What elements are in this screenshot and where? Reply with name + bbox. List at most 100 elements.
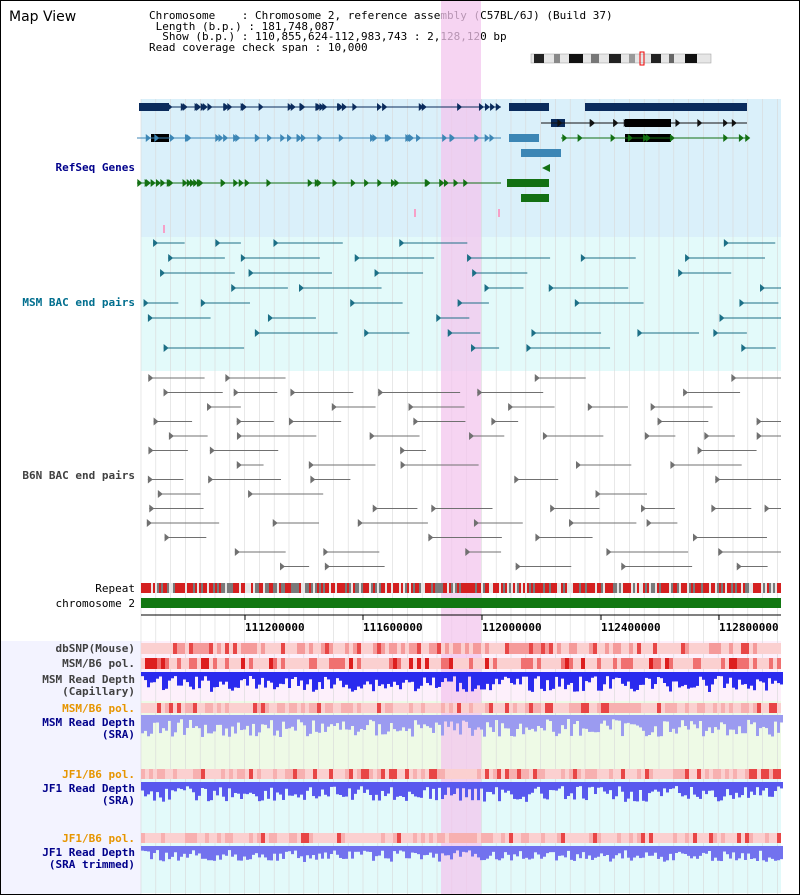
depth-bar (237, 715, 240, 723)
heat-cell (733, 703, 737, 713)
track-label-msm-depth-sra[interactable]: MSM Read Depth (SRA) (1, 717, 135, 741)
repeat-segment (345, 583, 347, 593)
depth-bar (387, 715, 390, 732)
depth-bar (693, 672, 696, 688)
depth-bar (603, 715, 606, 721)
depth-bar (582, 846, 585, 853)
heat-cell (325, 769, 329, 779)
track-label-msm-b6-pol[interactable]: MSM/B6 pol. (62, 657, 135, 670)
repeat-track-bar[interactable] (141, 583, 781, 593)
depth-bar (360, 782, 363, 787)
repeat-segment (507, 583, 509, 593)
depth-bar (621, 672, 624, 684)
heat-cell (345, 658, 349, 669)
repeat-segment (281, 583, 283, 593)
track-label-chromosome[interactable]: chromosome 2 (55, 597, 135, 610)
repeat-segment (385, 583, 387, 593)
depth-bar (162, 715, 165, 729)
repeat-segment (325, 583, 327, 593)
repeat-segment (623, 583, 625, 593)
track-label-jf1-b6-pol[interactable]: JF1/B6 pol. (62, 768, 135, 781)
depth-bar (258, 672, 261, 685)
heat-cell (689, 658, 693, 669)
repeat-segment (463, 583, 465, 593)
repeat-segment (217, 583, 219, 593)
depth-bar (555, 672, 558, 677)
heat-cell (397, 658, 401, 669)
track-label-b6n-bac[interactable]: B6N BAC end pairs (22, 469, 135, 482)
track-label-msm-depth-capillary[interactable]: MSM Read Depth (Capillary) (1, 674, 135, 698)
depth-bar (417, 846, 420, 855)
heat-cell (557, 833, 561, 843)
heat-cell (621, 658, 625, 669)
depth-bar (285, 846, 288, 852)
track-label-msm-bac[interactable]: MSM BAC end pairs (22, 296, 135, 309)
heat-cell (777, 703, 781, 713)
heat-cell (421, 658, 425, 669)
read-depth-tracks[interactable] (141, 672, 783, 862)
track-label-refseq[interactable]: RefSeq Genes (55, 161, 135, 174)
heat-cell (701, 658, 705, 669)
heat-cell (773, 703, 777, 713)
depth-bar (342, 846, 345, 859)
depth-bar (561, 846, 564, 856)
heat-cell (445, 833, 449, 843)
repeat-segment (319, 583, 321, 593)
depth-bar (225, 672, 228, 682)
depth-bar (666, 715, 669, 722)
heat-cell (237, 658, 241, 669)
heat-cell (697, 703, 701, 713)
heat-cell (385, 658, 389, 669)
track-label-dbsnp[interactable]: dbSNP(Mouse) (55, 642, 135, 655)
heat-cell (677, 658, 681, 669)
repeat-segment (339, 583, 341, 593)
depth-bar (531, 715, 534, 729)
heat-cell (757, 703, 761, 713)
heat-cell (253, 769, 257, 779)
heat-cell (377, 833, 381, 843)
chromosome-bar[interactable] (141, 598, 781, 608)
depth-bar (321, 715, 324, 724)
repeat-segment (605, 583, 607, 593)
heat-cell (345, 769, 349, 779)
heat-cell (629, 703, 633, 713)
track-label-repeat[interactable]: Repeat (95, 582, 135, 595)
b6n-bac-pairs[interactable] (146, 374, 781, 571)
depth-bar (504, 672, 507, 677)
refseq-gene-models[interactable] (137, 103, 751, 233)
heat-cell (341, 643, 345, 654)
polymorphism-heat-tracks[interactable] (141, 643, 781, 843)
track-label-jf1-b6-pol-2[interactable]: JF1/B6 pol. (62, 832, 135, 845)
repeat-segment (299, 583, 301, 593)
track-label-msm-b6-pol-2[interactable]: MSM/B6 pol. (62, 702, 135, 715)
heat-cell (241, 658, 245, 669)
repeat-segment (521, 583, 523, 593)
heat-cell (705, 769, 709, 779)
heat-cell (641, 833, 645, 843)
depth-bar (177, 782, 180, 789)
depth-bar (339, 782, 342, 795)
depth-bar (687, 782, 690, 799)
track-label-jf1-depth-trimmed[interactable]: JF1 Read Depth (SRA trimmed) (1, 847, 135, 871)
heat-cell (777, 643, 781, 654)
msm-bac-pairs[interactable] (143, 239, 781, 352)
repeat-segment (613, 583, 615, 593)
heat-cell (197, 658, 201, 669)
repeat-segment (637, 583, 639, 593)
heat-cell (657, 643, 661, 654)
track-label-jf1-depth-sra[interactable]: JF1 Read Depth (SRA) (1, 783, 135, 807)
depth-bar (546, 782, 549, 800)
depth-bar (309, 672, 312, 680)
repeat-segment (335, 583, 337, 593)
heat-cell (381, 769, 385, 779)
chromosome-ideogram-icon[interactable] (530, 51, 712, 66)
selection-highlight[interactable] (441, 1, 481, 894)
depth-bar (165, 672, 168, 689)
repeat-segment (589, 583, 591, 593)
depth-bar (489, 715, 492, 728)
gene-exon (238, 179, 244, 187)
depth-bar (399, 782, 402, 796)
depth-bar (384, 782, 387, 797)
depth-bar (189, 672, 192, 687)
